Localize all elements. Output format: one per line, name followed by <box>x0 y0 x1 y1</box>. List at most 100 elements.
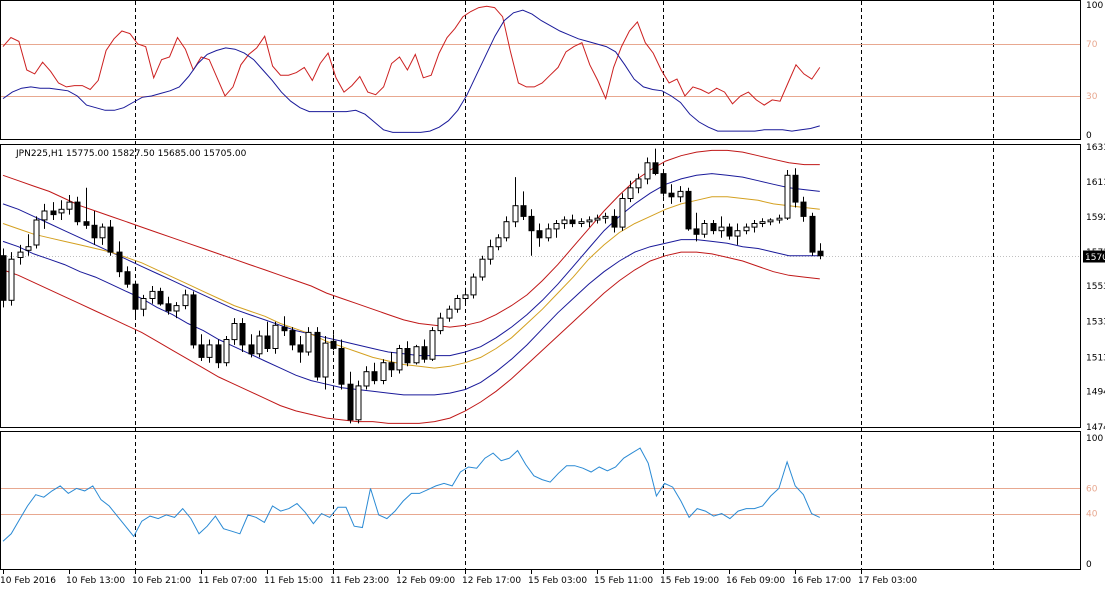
candle[interactable] <box>627 180 634 203</box>
candle[interactable] <box>784 170 791 220</box>
candle[interactable] <box>561 216 568 229</box>
candle[interactable] <box>223 336 230 367</box>
candle[interactable] <box>355 380 362 424</box>
candle[interactable] <box>173 302 180 319</box>
candle[interactable] <box>371 362 378 385</box>
candle[interactable] <box>363 366 370 390</box>
candle[interactable] <box>421 339 428 363</box>
candle[interactable] <box>759 218 766 228</box>
candle[interactable] <box>685 187 692 231</box>
candle[interactable] <box>297 336 304 363</box>
candle[interactable] <box>140 294 147 317</box>
candle[interactable] <box>503 216 510 242</box>
candle[interactable] <box>619 193 626 231</box>
stochastic-panel-frame[interactable] <box>0 0 1081 140</box>
candle[interactable] <box>767 218 774 226</box>
candle[interactable] <box>264 321 271 352</box>
candle[interactable] <box>182 289 189 310</box>
candle[interactable] <box>437 312 444 335</box>
candle[interactable] <box>718 216 725 238</box>
candle[interactable] <box>800 196 807 222</box>
candle[interactable] <box>239 318 246 352</box>
candle[interactable] <box>553 220 560 238</box>
candle[interactable] <box>528 209 535 256</box>
candle[interactable] <box>8 252 15 306</box>
candle[interactable] <box>149 286 156 304</box>
candle[interactable] <box>322 336 329 390</box>
candle[interactable] <box>668 184 675 204</box>
candle[interactable] <box>91 211 98 245</box>
candle[interactable] <box>578 218 585 228</box>
candle[interactable] <box>198 334 205 361</box>
candle[interactable] <box>305 327 312 356</box>
candle[interactable] <box>487 239 494 265</box>
candle[interactable] <box>569 214 576 228</box>
candle[interactable] <box>248 334 255 358</box>
candle[interactable] <box>281 316 288 336</box>
candle[interactable] <box>536 223 543 247</box>
candle[interactable] <box>66 195 73 215</box>
candle[interactable] <box>206 339 213 363</box>
candle[interactable] <box>776 214 783 224</box>
candle[interactable] <box>0 248 7 308</box>
candle[interactable] <box>314 327 321 381</box>
candle[interactable] <box>734 223 741 245</box>
candle[interactable] <box>454 294 461 313</box>
candle[interactable] <box>545 223 552 242</box>
candle[interactable] <box>470 273 477 299</box>
candle[interactable] <box>215 339 222 369</box>
candle[interactable] <box>743 223 750 235</box>
candle[interactable] <box>33 216 40 249</box>
candle[interactable] <box>611 209 618 233</box>
candle[interactable] <box>701 220 708 238</box>
candle[interactable] <box>83 187 90 229</box>
candle[interactable] <box>347 371 354 424</box>
candle[interactable] <box>693 212 700 242</box>
candle[interactable] <box>50 202 57 220</box>
candle[interactable] <box>256 330 263 358</box>
candle[interactable] <box>132 280 139 319</box>
candle[interactable] <box>116 241 123 278</box>
candle[interactable] <box>479 255 486 281</box>
candle[interactable] <box>809 212 816 256</box>
candle[interactable] <box>157 287 164 306</box>
candle[interactable] <box>74 196 81 226</box>
candle[interactable] <box>446 305 453 322</box>
candle[interactable] <box>726 223 733 240</box>
candle[interactable] <box>751 220 758 233</box>
candle[interactable] <box>165 296 172 315</box>
candle[interactable] <box>586 216 593 228</box>
candle[interactable] <box>677 186 684 203</box>
candle[interactable] <box>710 220 717 235</box>
candle[interactable] <box>413 344 420 365</box>
candle[interactable] <box>602 212 609 224</box>
candle[interactable] <box>289 327 296 351</box>
candle[interactable] <box>404 341 411 367</box>
candle[interactable] <box>380 359 387 385</box>
candle[interactable] <box>107 220 114 256</box>
candle[interactable] <box>124 266 131 288</box>
candle[interactable] <box>512 177 519 228</box>
candle[interactable] <box>25 234 32 256</box>
candle[interactable] <box>462 287 469 306</box>
candle[interactable] <box>388 352 395 377</box>
candle[interactable] <box>231 318 238 345</box>
candle[interactable] <box>495 234 502 251</box>
candle[interactable] <box>660 170 667 197</box>
oscillator-panel-frame[interactable] <box>0 431 1081 570</box>
candle[interactable] <box>652 148 659 176</box>
candle[interactable] <box>396 344 403 374</box>
candlesticks[interactable] <box>0 148 824 424</box>
candle[interactable] <box>99 223 106 245</box>
candle[interactable] <box>520 191 527 220</box>
candle[interactable] <box>190 291 197 349</box>
candle[interactable] <box>817 243 824 260</box>
candle[interactable] <box>330 334 337 351</box>
candle[interactable] <box>17 244 24 265</box>
candle[interactable] <box>792 168 799 208</box>
candle[interactable] <box>635 173 642 194</box>
candle[interactable] <box>429 327 436 361</box>
candle[interactable] <box>58 200 65 220</box>
candle[interactable] <box>338 339 345 390</box>
